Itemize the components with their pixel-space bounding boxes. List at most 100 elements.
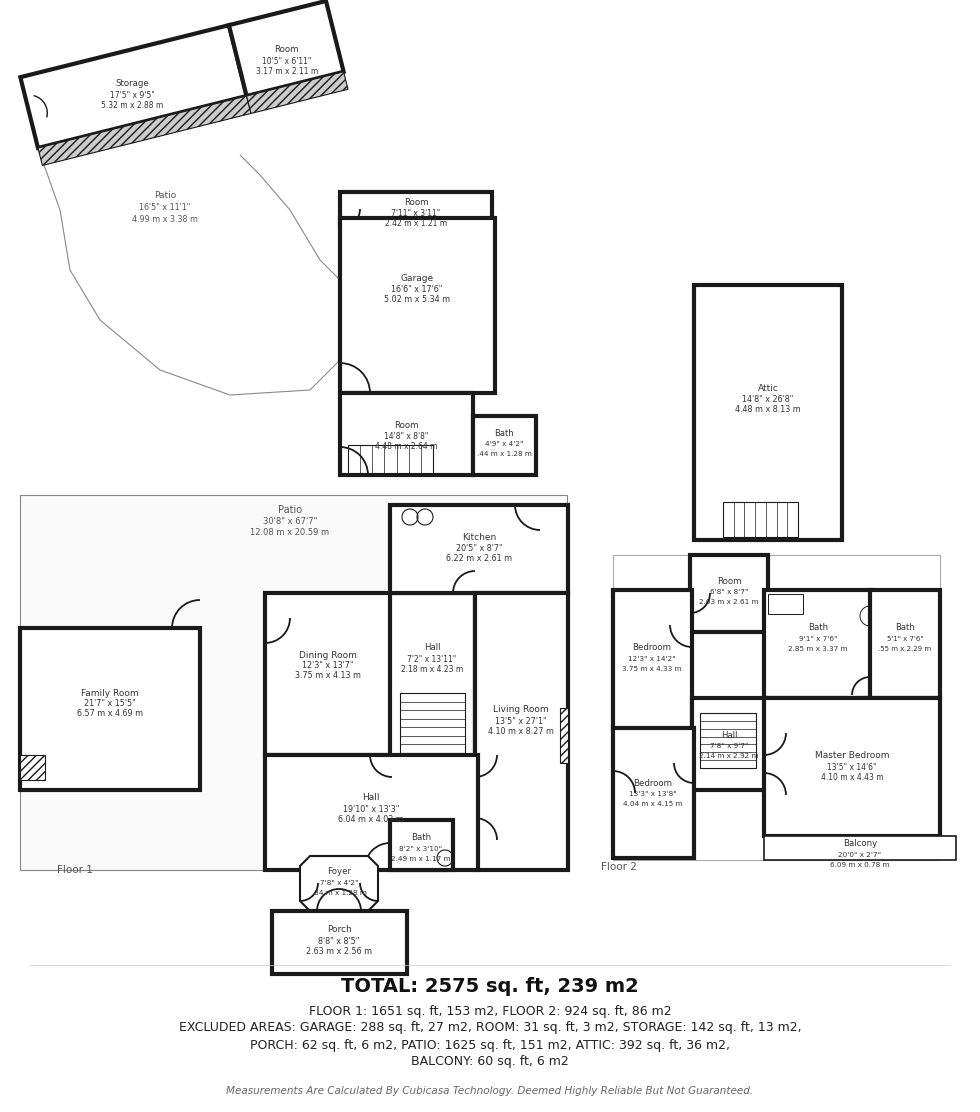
- Text: FLOOR 1: 1651 sq. ft, 153 m2, FLOOR 2: 924 sq. ft, 86 m2: FLOOR 1: 1651 sq. ft, 153 m2, FLOOR 2: 9…: [309, 1004, 671, 1017]
- Text: 4'9" x 4'2": 4'9" x 4'2": [485, 441, 523, 447]
- Text: 13'5" x 27'1": 13'5" x 27'1": [495, 716, 547, 725]
- Bar: [475, 593, 568, 870]
- Text: Garage: Garage: [401, 274, 433, 282]
- Text: 2.42 m x 1.21 m: 2.42 m x 1.21 m: [385, 218, 447, 228]
- Text: 14'8" x 26'8": 14'8" x 26'8": [742, 395, 794, 404]
- Text: 3.75 m x 4.33 m: 3.75 m x 4.33 m: [622, 666, 682, 672]
- Bar: [390, 505, 568, 593]
- Bar: [390, 593, 475, 758]
- Text: Bath: Bath: [808, 624, 828, 633]
- Polygon shape: [38, 96, 251, 166]
- Text: 8'2" x 3'10": 8'2" x 3'10": [400, 846, 443, 852]
- Bar: [340, 218, 495, 393]
- Text: 20'0" x 2'7": 20'0" x 2'7": [839, 852, 882, 858]
- Text: Living Room: Living Room: [493, 705, 549, 715]
- Text: 2.14 m x 2.92 m: 2.14 m x 2.92 m: [700, 753, 759, 759]
- Text: Room: Room: [394, 420, 418, 429]
- Text: 4.48 m x 8.13 m: 4.48 m x 8.13 m: [735, 405, 801, 414]
- Text: 6.22 m x 2.61 m: 6.22 m x 2.61 m: [446, 554, 513, 563]
- Text: 16'6" x 17'6": 16'6" x 17'6": [391, 285, 443, 294]
- Bar: [690, 555, 768, 632]
- Text: Balcony: Balcony: [843, 840, 877, 848]
- Text: TOTAL: 2575 sq. ft, 239 m2: TOTAL: 2575 sq. ft, 239 m2: [341, 977, 639, 996]
- Text: .55 m x 2.29 m: .55 m x 2.29 m: [878, 646, 932, 652]
- Text: 21'7" x 15'5": 21'7" x 15'5": [84, 699, 136, 708]
- Text: 5'1" x 7'6": 5'1" x 7'6": [887, 636, 923, 642]
- Text: 7'2" x 13'11": 7'2" x 13'11": [408, 655, 457, 664]
- Text: 7'8" x 4'2": 7'8" x 4'2": [319, 880, 359, 886]
- Text: 7'11" x 3'11": 7'11" x 3'11": [391, 209, 441, 218]
- Polygon shape: [300, 856, 378, 911]
- Text: 4.10 m x 4.43 m: 4.10 m x 4.43 m: [820, 773, 883, 782]
- Bar: [613, 555, 940, 860]
- Text: 17'5" x 9'5": 17'5" x 9'5": [110, 91, 155, 100]
- Text: 14'8" x 8'8": 14'8" x 8'8": [384, 431, 428, 440]
- Text: 4.48 m x 2.64 m: 4.48 m x 2.64 m: [374, 441, 437, 450]
- Text: 2.85 m x 3.37 m: 2.85 m x 3.37 m: [788, 646, 848, 652]
- Bar: [20, 755, 45, 780]
- Text: Floor 2: Floor 2: [601, 862, 637, 872]
- Text: Patio: Patio: [154, 190, 176, 199]
- Text: Foyer: Foyer: [327, 867, 351, 876]
- Text: 3.75 m x 4.13 m: 3.75 m x 4.13 m: [295, 672, 361, 681]
- Bar: [560, 708, 568, 763]
- Text: 12'3" x 14'2": 12'3" x 14'2": [628, 656, 676, 662]
- Bar: [700, 713, 756, 768]
- Text: 8'8" x 8'5": 8'8" x 8'5": [318, 936, 360, 945]
- Text: 19'10" x 13'3": 19'10" x 13'3": [343, 804, 399, 814]
- Text: Bath: Bath: [895, 624, 914, 633]
- Text: 13'5" x 14'6": 13'5" x 14'6": [827, 763, 877, 772]
- Bar: [390, 820, 453, 870]
- Text: Hall: Hall: [363, 794, 380, 803]
- Bar: [613, 728, 694, 858]
- Text: .44 m x 1.28 m: .44 m x 1.28 m: [476, 451, 531, 457]
- Text: 13'3" x 13'8": 13'3" x 13'8": [629, 791, 677, 797]
- Text: 2.03 m x 2.61 m: 2.03 m x 2.61 m: [700, 599, 759, 605]
- Text: BALCONY: 60 sq. ft, 6 m2: BALCONY: 60 sq. ft, 6 m2: [412, 1055, 568, 1069]
- Bar: [20, 628, 200, 790]
- Bar: [348, 445, 433, 473]
- Bar: [340, 192, 492, 227]
- Bar: [870, 590, 940, 698]
- Text: 5.02 m x 5.34 m: 5.02 m x 5.34 m: [384, 295, 450, 304]
- Text: 2.63 m x 2.56 m: 2.63 m x 2.56 m: [306, 946, 372, 955]
- Text: Hall: Hall: [423, 644, 440, 653]
- Text: Bedroom: Bedroom: [632, 644, 671, 653]
- Text: 2.18 m x 4.23 m: 2.18 m x 4.23 m: [401, 665, 464, 674]
- Bar: [400, 693, 465, 753]
- Text: 16'5" x 11'1": 16'5" x 11'1": [139, 202, 191, 211]
- Bar: [764, 836, 956, 860]
- Bar: [764, 698, 940, 836]
- Text: Master Bedroom: Master Bedroom: [814, 752, 889, 761]
- Text: 4.04 m x 4.15 m: 4.04 m x 4.15 m: [623, 801, 683, 807]
- Text: Attic: Attic: [758, 384, 778, 393]
- Text: 6.04 m x 4.03 m: 6.04 m x 4.03 m: [338, 814, 404, 824]
- Polygon shape: [21, 26, 247, 148]
- Text: Patio: Patio: [278, 505, 302, 515]
- Bar: [692, 698, 766, 790]
- Polygon shape: [247, 72, 348, 113]
- Bar: [723, 502, 798, 537]
- Text: 20'5" x 8'7": 20'5" x 8'7": [456, 544, 503, 553]
- Text: PORCH: 62 sq. ft, 6 m2, PATIO: 1625 sq. ft, 151 m2, ATTIC: 392 sq. ft, 36 m2,: PORCH: 62 sq. ft, 6 m2, PATIO: 1625 sq. …: [250, 1039, 730, 1052]
- Text: .34 m x 1.28 m: .34 m x 1.28 m: [312, 890, 367, 896]
- Bar: [764, 590, 872, 698]
- Text: 4.10 m x 8.27 m: 4.10 m x 8.27 m: [488, 726, 554, 735]
- Text: 9'1" x 7'6": 9'1" x 7'6": [799, 636, 837, 642]
- Text: 3.17 m x 2.11 m: 3.17 m x 2.11 m: [256, 68, 318, 77]
- Text: 12.08 m x 20.59 m: 12.08 m x 20.59 m: [251, 527, 329, 536]
- Text: 4.99 m x 3.38 m: 4.99 m x 3.38 m: [132, 215, 198, 224]
- Text: Room: Room: [274, 46, 299, 54]
- Bar: [768, 594, 803, 614]
- Text: Measurements Are Calculated By Cubicasa Technology. Deemed Highly Reliable But N: Measurements Are Calculated By Cubicasa …: [226, 1086, 754, 1096]
- Text: 5.32 m x 2.88 m: 5.32 m x 2.88 m: [101, 101, 164, 110]
- Text: Dining Room: Dining Room: [299, 651, 357, 659]
- Bar: [613, 590, 692, 729]
- Text: 2.49 m x 1.17 m: 2.49 m x 1.17 m: [391, 856, 451, 862]
- Text: 6.57 m x 4.69 m: 6.57 m x 4.69 m: [77, 709, 143, 718]
- Polygon shape: [229, 1, 344, 96]
- Text: 10'5" x 6'11": 10'5" x 6'11": [262, 58, 312, 67]
- Bar: [272, 911, 407, 974]
- Text: Bath: Bath: [411, 834, 431, 843]
- Text: Family Room: Family Room: [81, 688, 139, 697]
